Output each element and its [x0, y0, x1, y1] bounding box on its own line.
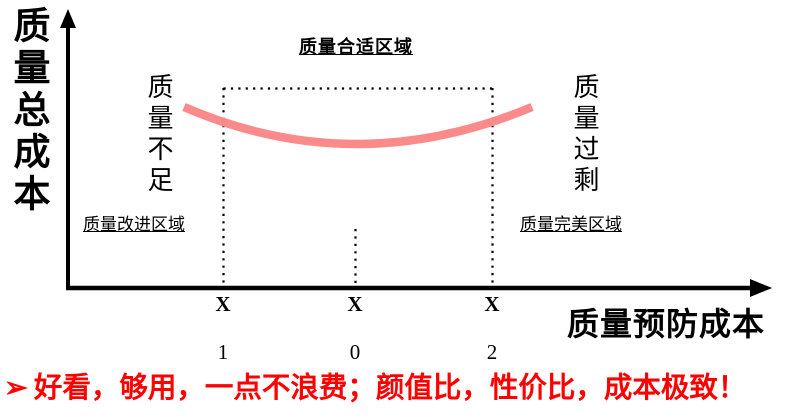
x-tick-x2: X 2 — [470, 294, 514, 363]
x-tick-x0: X 0 — [333, 294, 377, 363]
x-tick-x1-symbol: X — [215, 292, 231, 316]
zone-label-excess-quality: 质量过剩 — [570, 73, 599, 197]
zone-label-appropriate-quality: 质量合适区域 — [299, 37, 413, 57]
cost-curve — [182, 103, 534, 149]
caption-text: 好看，够用，一点不浪费；颜值比，性价比，成本极致！ — [33, 372, 747, 404]
x-axis-label: 质量预防成本 — [567, 306, 766, 342]
y-axis-label: 质量总成本 — [8, 6, 49, 216]
x-tick-x0-subscript: 0 — [349, 340, 361, 364]
x-tick-x2-subscript: 2 — [486, 340, 498, 364]
x-tick-x1: X 1 — [201, 294, 245, 363]
x-tick-x2-symbol: X — [484, 292, 500, 316]
x-tick-x1-subscript: 1 — [217, 340, 229, 364]
x-axis-arrowhead-icon — [750, 279, 772, 297]
x-tick-x0-symbol: X — [347, 292, 363, 316]
zone-label-perfection-area: 质量完美区域 — [520, 215, 622, 234]
caption-line: ➢ 好看，够用，一点不浪费；颜值比，性价比，成本极致！ — [4, 369, 791, 407]
y-axis-arrowhead-icon — [60, 9, 76, 28]
zone-label-insufficient-quality: 质量不足 — [144, 73, 173, 197]
arrow-bullet-icon: ➢ — [4, 372, 28, 404]
zone-label-improvement-area: 质量改进区域 — [83, 215, 185, 234]
